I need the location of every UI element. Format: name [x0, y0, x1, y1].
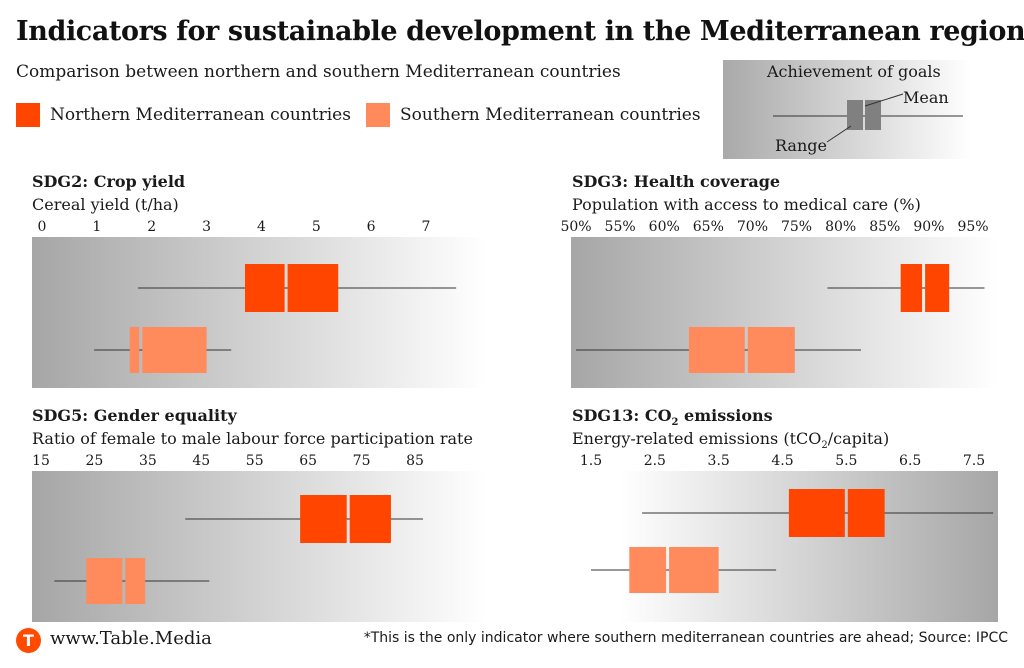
box-left-south [129, 327, 140, 373]
panel-sdg2-xlabel: Cereal yield (t/ha) [32, 195, 179, 214]
tick-label: 7.5 [963, 453, 985, 469]
tick-label: 90% [913, 219, 944, 235]
goal-legend-box-right [865, 100, 881, 130]
box-south [576, 327, 861, 373]
goal-legend-range-label: Range [775, 136, 827, 155]
tick-label: 7 [422, 219, 431, 235]
box-north [642, 489, 994, 537]
panel-sdg13-title-a: SDG13: CO [572, 406, 672, 425]
tick-label: 50% [560, 219, 591, 235]
legend-south: Southern Mediterranean countries [366, 103, 701, 127]
tick-label: 35 [139, 453, 157, 469]
panel-sdg13-title: SDG13: CO2 emissions [572, 406, 773, 428]
tick-label: 5 [312, 219, 321, 235]
box-left-north [900, 264, 923, 312]
tick-label: 15 [32, 453, 50, 469]
goal-legend-graphic [773, 93, 963, 143]
tick-label: 6 [367, 219, 376, 235]
footer-note: *This is the only indicator where southe… [363, 630, 1008, 646]
box-north [185, 495, 424, 543]
box-right-south [142, 327, 207, 373]
goal-legend-box-left [847, 100, 863, 130]
legend-south-swatch [366, 103, 390, 127]
panel-sdg13-title-b: emissions [678, 406, 773, 425]
panel-sdg3-title: SDG3: Health coverage [572, 172, 781, 191]
box-left-south [688, 327, 745, 373]
tick-label: 6.5 [899, 453, 921, 469]
tick-label: 5.5 [835, 453, 857, 469]
tick-label: 45 [192, 453, 210, 469]
tick-label: 1.5 [580, 453, 602, 469]
legend-north-label: Northern Mediterranean countries [50, 105, 351, 125]
tick-label: 3 [202, 219, 211, 235]
box-south [94, 327, 232, 373]
tick-label: 75% [781, 219, 812, 235]
tick-label: 85% [869, 219, 900, 235]
tick-label: 55 [246, 453, 264, 469]
tick-label: 2 [147, 219, 156, 235]
panel-sdg13-title-sub: 2 [671, 417, 679, 429]
tick-label: 80% [825, 219, 856, 235]
tick-label: 1 [92, 219, 101, 235]
tick-label: 4.5 [771, 453, 793, 469]
panel-sdg13-xlabel: Energy-related emissions (tCO2/capita) [572, 429, 889, 451]
footer-url: www.Table.Media [50, 628, 212, 649]
box-right-north [847, 489, 885, 537]
chart-subtitle: Comparison between northern and southern… [16, 62, 621, 82]
box-right-south [747, 327, 795, 373]
box-north [827, 264, 985, 312]
tick-label: 4 [257, 219, 266, 235]
panel-sdg13-xlabel-a: Energy-related emissions (tCO [572, 429, 822, 448]
goal-legend-title: Achievement of goals [767, 62, 941, 81]
panel-sdg3-xlabel: Population with access to medical care (… [572, 195, 921, 214]
legend-south-label: Southern Mediterranean countries [400, 105, 701, 125]
tick-label: 95% [957, 219, 988, 235]
box-right-north [349, 495, 391, 543]
panel-sdg5-xlabel: Ratio of female to male labour force par… [32, 429, 473, 448]
tick-label: 65% [693, 219, 724, 235]
box-left-north [788, 489, 845, 537]
box-left-south [86, 558, 123, 604]
box-right-south [125, 558, 146, 604]
box-right-south [669, 547, 719, 593]
box-right-north [925, 264, 950, 312]
goal-legend: Achievement of goals Mean Range [723, 60, 971, 159]
box-left-south [629, 547, 667, 593]
tick-label: 25 [86, 453, 104, 469]
tick-label: 3.5 [708, 453, 730, 469]
tick-label: 70% [737, 219, 768, 235]
box-left-north [300, 495, 347, 543]
tick-label: 85 [406, 453, 424, 469]
plot-background [32, 237, 486, 388]
tick-label: 60% [649, 219, 680, 235]
box-south [54, 558, 210, 604]
panel-sdg5-title: SDG5: Gender equality [32, 406, 237, 425]
panel-sdg2-title: SDG2: Crop yield [32, 172, 186, 191]
tick-label: 75 [353, 453, 371, 469]
box-north [138, 264, 457, 312]
tick-label: 0 [38, 219, 47, 235]
goal-legend-range-pointer [826, 125, 852, 143]
box-south [591, 547, 777, 593]
goal-legend-mean-pointer [864, 93, 904, 107]
table-media-logo: T [16, 628, 41, 653]
chart-title: Indicators for sustainable development i… [16, 16, 1024, 47]
legend-north-swatch [16, 103, 40, 127]
legend-north: Northern Mediterranean countries [16, 103, 351, 127]
goal-legend-mean-label: Mean [903, 88, 949, 107]
box-right-north [287, 264, 339, 312]
tick-label: 55% [605, 219, 636, 235]
panel-sdg13-xlabel-sub: 2 [821, 440, 828, 452]
box-left-north [244, 264, 285, 312]
panel-sdg13-xlabel-b: /capita) [827, 429, 890, 448]
tick-label: 65 [299, 453, 317, 469]
tick-label: 2.5 [644, 453, 666, 469]
